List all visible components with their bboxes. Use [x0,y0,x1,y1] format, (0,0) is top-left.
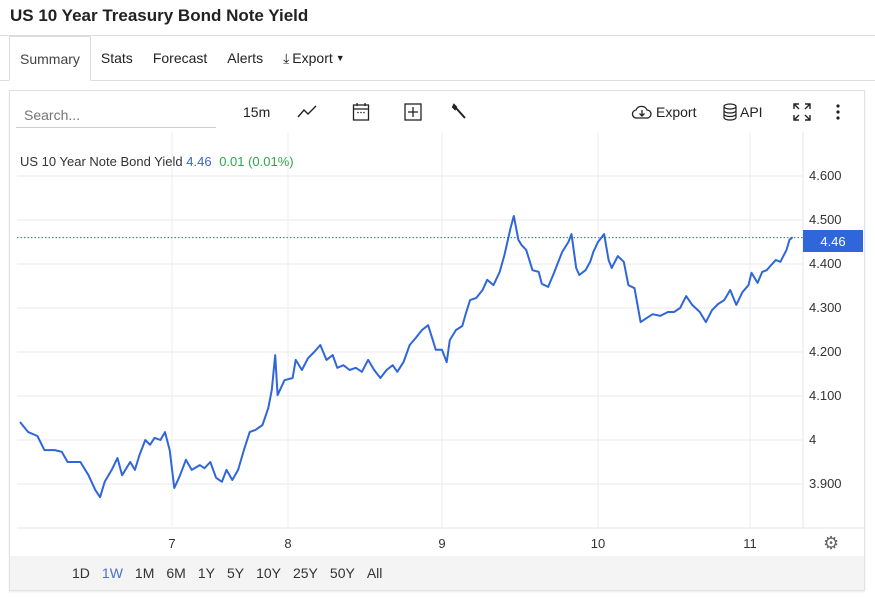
range-selector: 1D 1W 1M 6M 1Y 5Y 10Y 25Y 50Y All [10,556,864,590]
range-10y[interactable]: 10Y [256,565,281,581]
y-tick-label: 4.600 [809,168,842,183]
x-tick-label: 11 [743,536,757,551]
calendar-icon[interactable] [352,100,370,124]
range-1m[interactable]: 1M [134,565,155,581]
database-icon [723,103,737,121]
y-tick-label: 4 [809,432,817,447]
chart-card [9,90,865,591]
legend-series-name: US 10 Year Note Bond Yield [20,154,183,169]
x-tick-label: 9 [438,536,446,551]
wrench-icon[interactable] [451,100,469,124]
y-tick-label: 4.100 [809,388,842,403]
legend-change: 0.01 (0.01%) [219,154,294,169]
tab-forecast[interactable]: Forecast [152,50,208,66]
tab-stats[interactable]: Stats [100,50,133,66]
yield-series-line [19,215,794,499]
download-icon: ⤓ [283,49,290,66]
range-1w[interactable]: 1W [101,565,123,581]
tab-export-label: Export [292,50,333,66]
y-tick-label: 4.500 [809,212,842,227]
y-tick-label: 3.900 [809,476,842,491]
range-1d[interactable]: 1D [72,565,90,581]
api-label: API [740,104,763,120]
export-chart-button[interactable]: Export [631,100,696,124]
legend-value: 4.46 [186,154,212,169]
tab-export[interactable]: ⤓ Export ▼ [273,36,355,80]
range-5y[interactable]: 5Y [226,565,245,581]
interval-button[interactable]: 15m [243,104,271,120]
export-label: Export [656,104,697,120]
add-indicator-icon[interactable] [404,100,422,124]
cloud-download-icon [631,105,652,119]
range-6m[interactable]: 6M [166,565,186,581]
tab-bar: Summary Stats Forecast Alerts ⤓ Export ▼ [0,36,875,81]
tab-summary[interactable]: Summary [9,36,91,81]
tab-alerts[interactable]: Alerts [227,50,264,66]
fullscreen-icon[interactable] [792,100,812,124]
line-chart-icon[interactable] [296,100,318,124]
caret-down-icon: ▼ [335,53,345,63]
range-50y[interactable]: 50Y [329,565,355,581]
y-tick-label: 4.400 [809,256,842,271]
range-1y[interactable]: 1Y [197,565,215,581]
page-title: US 10 Year Treasury Bond Note Yield [10,6,309,25]
y-tick-label: 4.300 [809,300,842,315]
x-tick-label: 10 [590,536,606,551]
range-25y[interactable]: 25Y [292,565,318,581]
current-price-label: 4.46 [803,230,863,252]
settings-gear-icon[interactable]: ⚙ [823,533,840,553]
chart-legend: US 10 Year Note Bond Yield 4.46 0.01 (0.… [20,154,294,169]
x-tick-label: 8 [284,536,292,551]
y-tick-label: 4.200 [809,344,842,359]
x-tick-label: 7 [168,536,176,551]
title-bar: US 10 Year Treasury Bond Note Yield [0,0,875,36]
api-button[interactable]: API [722,100,763,124]
symbol-search-input[interactable] [16,102,216,128]
range-all[interactable]: All [366,565,383,581]
more-options-icon[interactable] [834,100,842,124]
